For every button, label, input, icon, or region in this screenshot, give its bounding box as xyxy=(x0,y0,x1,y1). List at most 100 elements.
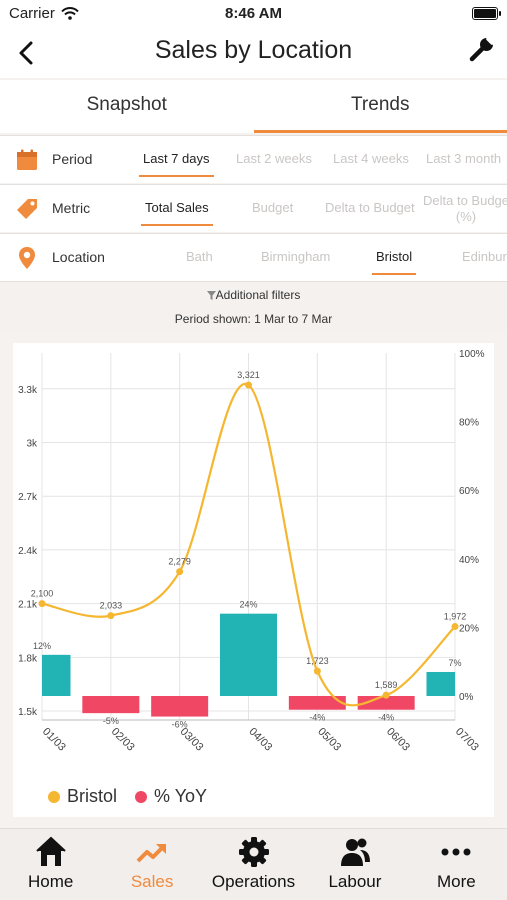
yoy-bar-label: 7% xyxy=(448,658,461,668)
metric-option-delta-pct-line1: Delta to Budge xyxy=(423,193,507,208)
x-axis-tick-label: 06/03 xyxy=(384,726,412,754)
x-axis-tick-label: 04/03 xyxy=(246,726,274,754)
metric-option-delta-to-budget-pct[interactable]: Delta to Budge (%) xyxy=(423,193,507,225)
bristol-sales-label: 2,279 xyxy=(168,557,191,567)
carrier: Carrier xyxy=(9,5,79,22)
left-axis-tick-label: 2.4k xyxy=(18,546,38,557)
period-option-last-2-weeks[interactable]: Last 2 weeks xyxy=(236,151,312,166)
period-shown-text: Period shown: 1 Mar to 7 Mar xyxy=(174,312,333,326)
legend-label-bristol: Bristol xyxy=(67,786,118,806)
left-axis-tick-label: 2.7k xyxy=(18,492,38,503)
bristol-sales-label: 1,589 xyxy=(375,680,398,690)
tab-snapshot[interactable]: Snapshot xyxy=(86,94,167,115)
tab-operations-label: Operations xyxy=(211,872,296,891)
right-axis-tick-label: 80% xyxy=(459,418,479,429)
legend-dot-bristol xyxy=(48,790,60,803)
additional-filters-label: Additional filters xyxy=(215,288,301,302)
additional-filters-section: Additional filters Period shown: 1 Mar t… xyxy=(0,281,507,333)
right-axis-tick-label: 40% xyxy=(459,555,479,566)
location-filter-row: Location Bath Birmingham Bristol Edinbur xyxy=(0,233,507,281)
period-filter-row: Period Last 7 days Last 2 weeks Last 4 w… xyxy=(0,135,507,183)
yoy-bar xyxy=(288,695,346,710)
bottom-tab-bar: Home Sales Operations Labour xyxy=(0,828,507,900)
yoy-bar-label: -4% xyxy=(309,713,325,723)
metric-label: Metric xyxy=(52,200,91,216)
tab-home[interactable]: Home xyxy=(0,829,101,900)
sales-trend-chart-card: 1.5k 1.8k 2.1k 2.4k 2.7k 3k 3.3k 0% 20% 40% 60% 80%… xyxy=(13,343,494,817)
location-option-birmingham[interactable]: Birmingham xyxy=(261,249,331,264)
yoy-bar xyxy=(42,654,71,696)
x-axis-tick-label: 02/03 xyxy=(109,726,137,754)
metric-option-delta-to-budget[interactable]: Delta to Budget xyxy=(325,200,415,215)
tab-labour-label: Labour xyxy=(328,872,382,891)
tab-operations[interactable]: Operations xyxy=(203,829,304,900)
x-axis-tick-label: 01/03 xyxy=(40,726,68,754)
sales-trend-chart: 1.5k 1.8k 2.1k 2.4k 2.7k 3k 3.3k 0% 20% 40% 60% 80%… xyxy=(18,349,485,754)
bristol-sales-label: 1,972 xyxy=(444,612,467,622)
bristol-sales-point xyxy=(451,623,459,631)
location-option-bath[interactable]: Bath xyxy=(186,249,213,264)
yoy-bar-label: 12% xyxy=(33,641,51,651)
bristol-sales-point xyxy=(245,381,252,389)
metric-filter-row: Metric Total Sales Budget Delta to Budge… xyxy=(0,184,507,232)
tab-labour[interactable]: Labour xyxy=(304,829,405,900)
home-icon xyxy=(36,836,66,866)
gear-icon xyxy=(238,837,269,867)
right-axis-tick-label: 100% xyxy=(459,349,485,360)
page-title: Sales by Location xyxy=(154,36,353,64)
legend-label-yoy: % YoY xyxy=(154,786,208,806)
tab-trends[interactable]: Trends xyxy=(253,80,507,133)
yoy-bar-label: -5% xyxy=(103,716,119,726)
status-bar: Carrier 8:46 AM xyxy=(0,0,507,28)
bristol-sales-point xyxy=(107,612,115,620)
legend-item-bristol[interactable]: Bristol xyxy=(48,786,117,807)
yoy-bar xyxy=(82,695,140,714)
period-option-last-4-weeks[interactable]: Last 4 weeks xyxy=(333,151,409,166)
metric-option-budget[interactable]: Budget xyxy=(252,200,294,215)
bristol-sales-label: 3,321 xyxy=(237,370,260,380)
wrench-icon[interactable] xyxy=(467,34,497,64)
more-icon xyxy=(441,848,471,856)
location-option-edinburgh[interactable]: Edinbur xyxy=(462,249,507,264)
tab-home-label: Home xyxy=(28,872,74,891)
metric-option-total-sales[interactable]: Total Sales xyxy=(141,200,213,226)
tab-sales-label: Sales xyxy=(130,872,174,891)
right-axis-tick-label: 20% xyxy=(459,623,479,634)
x-axis-tick-label: 03/03 xyxy=(178,726,206,754)
metric-option-delta-pct-line2: (%) xyxy=(455,209,477,224)
bristol-sales-point xyxy=(176,568,184,576)
calendar-icon xyxy=(17,149,37,170)
trending-up-icon xyxy=(136,844,167,863)
x-axis-tick-label: 05/03 xyxy=(315,726,343,754)
location-pin-icon xyxy=(19,247,35,269)
yoy-bar xyxy=(151,695,209,717)
period-option-last-3-months[interactable]: Last 3 month xyxy=(426,151,502,166)
left-axis-tick-label: 1.8k xyxy=(18,653,38,664)
legend-item-yoy[interactable]: % YoY xyxy=(135,786,207,807)
segment-tabs: Snapshot Trends xyxy=(0,80,507,133)
wifi-icon xyxy=(61,7,79,20)
period-option-last-7-days[interactable]: Last 7 days xyxy=(139,151,213,177)
tab-more[interactable]: More xyxy=(406,829,507,900)
right-axis-tick-label: 60% xyxy=(459,486,479,497)
period-label: Period xyxy=(52,151,93,167)
right-axis-tick-label: 0% xyxy=(459,692,474,703)
chevron-left-icon[interactable] xyxy=(12,38,42,68)
yoy-bar-label: -4% xyxy=(378,713,394,723)
filter-icon xyxy=(206,291,216,300)
yoy-bar-label: -6% xyxy=(172,720,188,730)
people-icon xyxy=(340,838,370,866)
bristol-sales-label: 2,033 xyxy=(100,601,123,611)
carrier-label: Carrier xyxy=(9,5,55,22)
left-axis-tick-label: 2.1k xyxy=(18,600,38,611)
status-time: 8:46 AM xyxy=(225,5,282,22)
yoy-bar xyxy=(220,613,277,696)
tab-sales[interactable]: Sales xyxy=(101,829,202,900)
bristol-sales-label: 1,723 xyxy=(306,656,329,666)
additional-filters-button[interactable]: Additional filters xyxy=(0,288,507,302)
yoy-bar xyxy=(357,695,415,710)
location-option-bristol[interactable]: Bristol xyxy=(371,249,417,275)
bristol-sales-point xyxy=(382,691,390,699)
chart-legend: Bristol % YoY xyxy=(48,786,207,807)
tab-more-label: More xyxy=(436,872,476,891)
